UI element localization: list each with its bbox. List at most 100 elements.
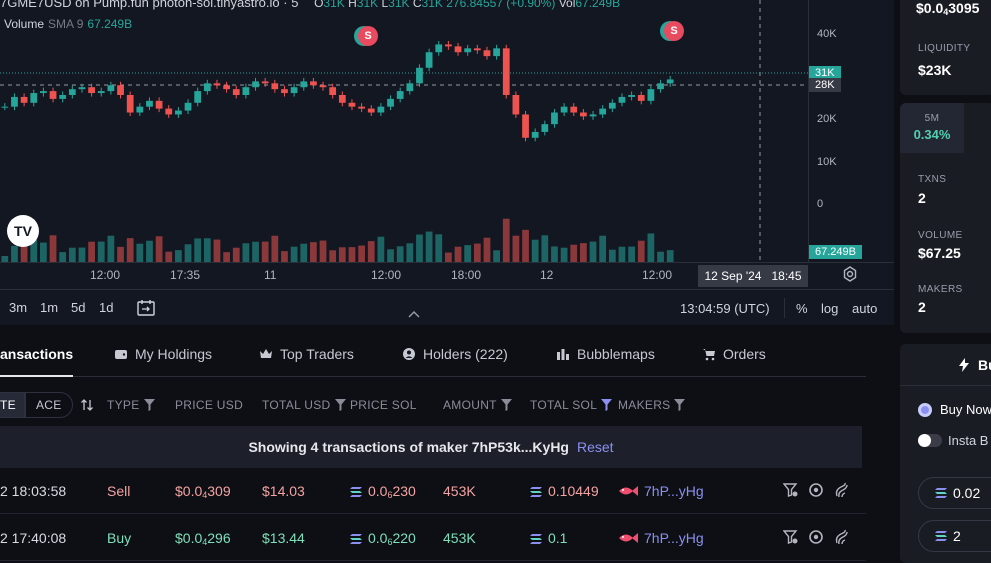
filter-maker-icon[interactable] [783,482,799,498]
volume-bar [1,256,9,262]
tab-holders[interactable]: Holders (222) [402,346,508,362]
header-makers[interactable]: MAKERS [618,398,686,412]
explorer-icon[interactable] [808,529,824,545]
header-total-usd[interactable]: TOTAL USD [262,398,346,412]
time-tick: 17:35 [170,268,201,282]
row-amount: 453K [443,530,476,546]
cursor-time-tag: 12 Sep '24 18:45 [698,265,808,287]
tab-orders[interactable]: Orders [702,346,766,362]
time-tick: 11 [264,268,277,282]
percent-toggle[interactable]: % [796,301,808,316]
reset-filter-link[interactable]: Reset [576,439,614,455]
time-axis[interactable]: 12:00 17:35 11 12:00 18:00 12 12:00 12 S… [0,262,894,288]
candlestick-plot[interactable] [0,0,808,262]
candle-body [146,100,153,107]
candle-body [502,48,510,95]
solana-icon [350,534,362,544]
row-total-sol: 0.10449 [530,483,599,499]
sort-icon[interactable] [80,398,94,412]
candle-body [570,106,578,113]
time-tick: 12:00 [90,268,121,282]
amount-input[interactable]: 2 [918,520,991,552]
filter-icon [500,399,512,411]
volume-bar [97,241,105,262]
row-maker-link[interactable]: 7hP...yHg [618,483,704,499]
tab-bubblemaps[interactable]: Bubblemaps [556,346,655,362]
volume-bar [522,229,529,262]
buy-now-radio[interactable] [918,403,932,417]
candle-body [338,95,346,103]
volume-bar [59,252,67,262]
tab-transactions[interactable]: ansactions [0,346,74,362]
volume-bar [618,246,626,262]
utc-clock[interactable]: 13:04:59 (UTC) [680,301,770,316]
range-1m-button[interactable]: 1m [40,300,59,315]
tab-my-holdings[interactable]: My Holdings [114,346,212,362]
volume-bar [338,247,346,262]
candle-body [117,85,124,95]
header-type[interactable]: TYPE [107,398,155,412]
solscan-icon[interactable] [833,529,849,545]
candle-body [78,87,86,90]
log-toggle[interactable]: log [821,301,839,316]
volume-bar [647,233,655,262]
volume-bar [464,245,472,262]
toggle-date[interactable]: TE [0,392,25,418]
volume-bar [560,247,568,262]
buy-now-label: Buy Now [940,402,991,417]
volume-bar [580,243,587,262]
volume-bar [107,235,115,262]
candle-body [261,81,269,84]
price-axis[interactable]: 40K 20K 10K 0 31K 28K 67.249B [808,0,894,262]
header-amount[interactable]: AMOUNT [443,398,512,412]
table-row[interactable]: 2 18:03:58 Sell $0.04309 $14.03 0.06230 … [0,468,866,514]
candle-body [628,95,635,97]
volume-bar [502,218,510,262]
candle-body [512,95,520,115]
header-price-usd[interactable]: PRICE USD [175,398,244,412]
auto-toggle[interactable]: auto [852,301,878,316]
candle-body [473,48,481,51]
candle-body [194,91,202,103]
filter-maker-icon[interactable] [783,529,799,545]
tab-top-traders[interactable]: Top Traders [259,346,354,362]
volume-bar [261,241,269,262]
row-maker-link[interactable]: 7hP...yHg [618,530,704,546]
timeframe-5m-tab[interactable]: 5M 0.34% [900,103,964,153]
volume-legend: Volume SMA 9 67.249B [4,17,133,31]
solscan-icon[interactable] [833,482,849,498]
sell-marker[interactable]: S [358,26,378,46]
price-chart[interactable]: 7GME7USD on Pump.fun photon-sol.tinyastr… [0,0,894,325]
header-price-sol[interactable]: PRICE SOL [350,398,417,412]
insta-buy-toggle[interactable] [918,434,942,447]
price-card: $0.043095 LIQUIDITY $23K [900,0,991,95]
price-tick: 20K [817,113,837,125]
insta-buy-label: Insta B [948,433,989,448]
table-row[interactable]: 2 17:40:08 Buy $0.04296 $13.44 0.06220 4… [0,515,866,561]
volume-bar [78,247,86,262]
row-type: Buy [107,530,132,546]
amount-input[interactable]: 0.02 [918,477,991,509]
gear-icon[interactable] [842,266,858,282]
toggle-age[interactable]: ACE [24,392,73,418]
volume-bar [541,235,549,262]
volume-bar [483,237,491,262]
candle-body [531,131,539,138]
explorer-icon[interactable] [808,482,824,498]
volume-bars [1,218,674,262]
volume-value: $67.25 [918,245,961,261]
calendar-icon[interactable] [136,298,156,318]
range-5d-button[interactable]: 5d [71,300,86,315]
buy-panel-header[interactable]: Bu [900,344,991,386]
sell-marker[interactable]: S [664,21,684,41]
candle-body [483,50,491,57]
tradingview-logo[interactable]: TV [7,215,39,247]
candle-body [367,108,375,113]
candle-body [40,91,47,94]
range-1d-button[interactable]: 1d [99,300,114,315]
range-3m-button[interactable]: 3m [9,300,28,315]
price-tick: 40K [817,28,837,40]
header-total-sol[interactable]: TOTAL SOL [530,398,613,412]
candle-body [252,81,259,88]
chevron-up-icon[interactable] [407,309,421,319]
